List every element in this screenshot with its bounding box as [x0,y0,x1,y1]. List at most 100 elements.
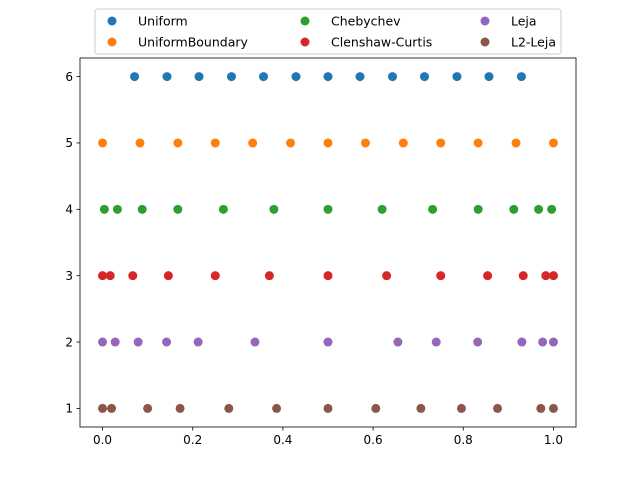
legend-item-clenshaw-curtis: Clenshaw-Curtis [300,35,432,50]
data-point-uniform [130,72,140,82]
data-point-uniform [419,72,429,82]
data-point-leja [98,337,108,347]
data-point-uniform [355,72,365,82]
data-point-leja [110,337,120,347]
data-point-clenshaw-curtis [541,271,551,281]
data-point-clenshaw-curtis [436,271,446,281]
data-point-clenshaw-curtis [518,271,528,281]
legend-marker [107,37,117,47]
data-point-chebychev [99,204,109,214]
data-point-uniformboundary [511,138,521,148]
data-point-leja [193,337,203,347]
data-point-uniform [162,72,172,82]
data-point-chebychev [534,204,544,214]
data-point-uniform [194,72,204,82]
x-tick-label: 0.2 [183,433,202,447]
series-uniform [130,72,526,82]
data-point-l2-leja [536,403,546,413]
data-point-uniformboundary [210,138,220,148]
legend-label: UniformBoundary [138,35,248,50]
x-tick-label: 1.0 [544,433,563,447]
data-point-uniformboundary [323,138,333,148]
data-point-clenshaw-curtis [323,271,333,281]
data-point-uniform [516,72,526,82]
x-tick-label: 0.8 [454,433,473,447]
data-point-leja [473,337,483,347]
data-point-clenshaw-curtis [105,271,115,281]
data-point-chebychev [377,204,387,214]
series-l2-leja [98,403,558,413]
data-point-uniformboundary [173,138,183,148]
data-point-chebychev [509,204,519,214]
data-point-leja [548,337,558,347]
data-point-clenshaw-curtis [548,271,558,281]
data-point-clenshaw-curtis [98,271,108,281]
data-markers [98,72,558,413]
data-point-leja [323,337,333,347]
data-point-uniform [323,72,333,82]
legend-item-uniformboundary: UniformBoundary [107,35,248,50]
data-point-leja [393,337,403,347]
series-leja [98,337,558,347]
data-point-uniformboundary [473,138,483,148]
data-point-chebychev [173,204,183,214]
data-point-uniformboundary [286,138,296,148]
data-point-l2-leja [416,403,426,413]
y-tick-label: 4 [65,203,73,217]
data-point-chebychev [547,204,557,214]
legend-item-leja: Leja [480,14,537,29]
data-point-chebychev [473,204,483,214]
legend-box [94,8,562,55]
data-point-chebychev [428,204,438,214]
y-tick-label: 2 [65,335,73,349]
data-point-l2-leja [272,403,282,413]
legend-item-l2-leja: L2-Leja [480,35,556,50]
data-point-uniform [227,72,237,82]
data-point-l2-leja [371,403,381,413]
data-point-uniformboundary [436,138,446,148]
data-point-uniformboundary [248,138,258,148]
data-point-l2-leja [98,403,108,413]
y-tick-label: 5 [65,136,73,150]
data-point-clenshaw-curtis [264,271,274,281]
data-point-uniform [387,72,397,82]
legend: Uniform UniformBoundary Chebychev Clenshaw-… [94,8,562,55]
data-point-leja [538,337,548,347]
data-point-uniform [291,72,301,82]
legend-marker [480,37,490,47]
data-point-l2-leja [323,403,333,413]
y-tick-label: 6 [65,70,73,84]
data-point-uniformboundary [360,138,370,148]
data-point-clenshaw-curtis [483,271,493,281]
data-point-l2-leja [493,403,503,413]
data-point-clenshaw-curtis [128,271,138,281]
data-point-l2-leja [175,403,185,413]
data-point-leja [431,337,441,347]
data-point-uniformboundary [98,138,108,148]
data-point-clenshaw-curtis [382,271,392,281]
data-point-leja [162,337,172,347]
axes-frame [79,57,577,428]
legend-item-chebychev: Chebychev [300,14,401,29]
series-clenshaw-curtis [98,271,558,281]
legend-label: Chebychev [331,14,401,29]
data-point-l2-leja [143,403,153,413]
data-point-chebychev [323,204,333,214]
legend-label: Uniform [138,14,188,29]
y-tick-label: 3 [65,269,73,283]
y-axis: 1 2 3 4 5 6 [65,70,80,416]
data-point-uniformboundary [135,138,145,148]
data-point-leja [250,337,260,347]
series-chebychev [99,204,557,214]
data-point-chebychev [269,204,279,214]
data-point-chebychev [112,204,122,214]
data-point-l2-leja [107,403,117,413]
legend-marker [300,37,310,47]
data-point-uniform [484,72,494,82]
data-point-clenshaw-curtis [210,271,220,281]
series-uniformboundary [98,138,558,148]
data-point-chebychev [218,204,228,214]
legend-marker [300,16,310,26]
legend-label: L2-Leja [511,35,556,50]
